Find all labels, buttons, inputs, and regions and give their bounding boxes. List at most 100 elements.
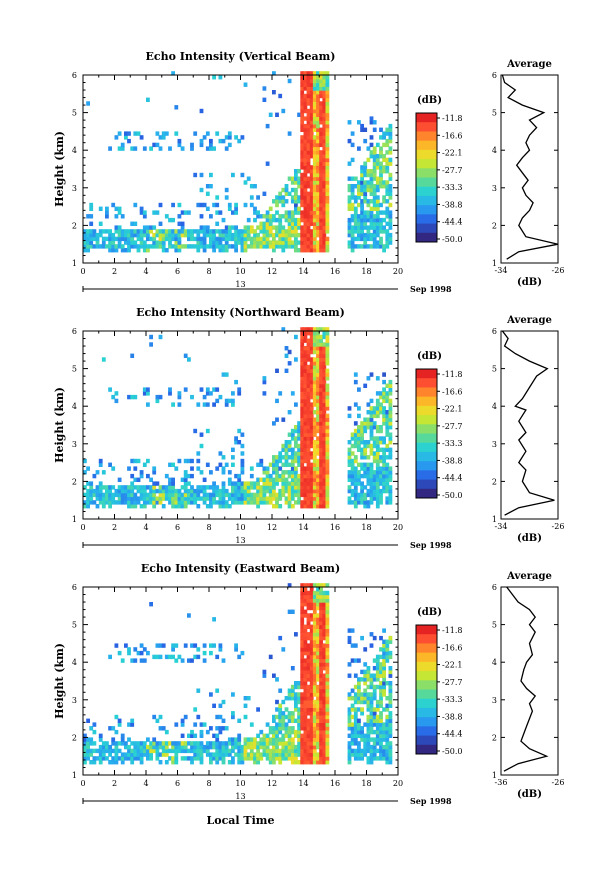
heatmap-cell [133,504,138,509]
heatmap-cell [363,485,368,490]
heatmap-cell [325,135,330,140]
heatmap-cell [306,458,311,464]
heatmap-cell [316,496,320,501]
heatmap-cell [369,692,374,697]
heatmap-cell [306,120,311,125]
heatmap-cell [297,425,301,430]
heatmap-cell [297,496,301,501]
heatmap-cell [205,428,210,434]
heatmap-cell [281,327,286,332]
heatmap-cell [353,748,358,754]
heatmap-cell [319,737,323,742]
heatmap-cell [287,229,292,234]
heatmap-cell [322,726,327,731]
heatmap-cell [357,462,361,467]
heatmap-cell [268,244,273,249]
heatmap-cell [369,236,374,242]
heatmap-cell [312,169,317,174]
heatmap-cell [312,187,317,193]
heatmap-cell [98,458,103,464]
heatmap-cell [275,112,279,117]
heatmap-cell [303,154,308,159]
heatmap-cell [325,338,330,343]
heatmap-cell [369,187,374,193]
heatmap-cell [256,236,260,242]
heatmap-cell [347,470,352,475]
colorbar-label: -22.1 [442,661,463,670]
heatmap-cell [382,466,386,471]
heatmap-cell [382,165,386,170]
average-y-tick-label: 5 [492,109,497,118]
heatmap-cell [385,191,390,196]
average-title: Average [506,315,552,326]
heatmap-cell [262,240,267,245]
heatmap-cell [369,172,374,178]
heatmap-cell [183,477,188,482]
date-day-label: 13 [235,792,245,801]
heatmap-cell [379,492,383,498]
heatmap-cell [325,131,330,136]
heatmap-cell [281,473,286,479]
heatmap-cell [180,744,185,750]
heatmap-cell [306,225,311,230]
heatmap-cell [290,214,295,219]
heatmap-cell [281,492,286,498]
heatmap-cell [353,206,358,211]
heatmap-cell [142,214,147,219]
heatmap-cell [275,199,279,204]
heatmap-cell [319,714,323,720]
heatmap-cell [114,729,119,735]
heatmap-cell [309,617,314,622]
heatmap-cell [108,504,112,509]
heatmap-cell [246,696,251,701]
heatmap-cell [385,142,390,148]
heatmap-cell [161,488,166,494]
heatmap-cell [177,240,182,245]
heatmap-cell [300,613,305,618]
heatmap-cell [312,443,317,449]
heatmap-cell [319,666,323,671]
heatmap-cell [375,726,380,731]
heatmap-cell [375,455,380,460]
heatmap-cell [316,150,320,155]
heatmap-cell [353,372,358,377]
heatmap-cell [98,488,103,494]
heatmap-cell [130,485,135,490]
heatmap-cell [309,681,314,686]
heatmap-cell [108,500,112,505]
heatmap-cell [146,650,150,656]
heatmap-cell [284,748,289,754]
heatmap-cell [372,729,377,735]
heatmap-cell [240,760,245,765]
colorbar-label: -50.0 [442,491,463,500]
heatmap-cell [357,184,361,189]
heatmap-cell [268,485,273,490]
heatmap-cell [300,394,305,400]
heatmap-cell [375,658,380,663]
heatmap-cell [117,748,122,754]
heatmap-cell [284,741,289,746]
heatmap-cell [388,432,393,437]
heatmap-cell [212,232,216,238]
heatmap-cell [300,684,305,690]
heatmap-cell [350,748,355,754]
heatmap-cells [83,327,393,509]
heatmap-cell [253,481,257,486]
heatmap-cell [171,760,175,765]
heatmap-cell [199,225,204,230]
heatmap-cell [294,240,298,245]
heatmap-cell [146,744,150,750]
heatmap-cell [303,413,308,419]
heatmap-cell [262,481,267,486]
heatmap-cell [303,748,308,754]
heatmap-cell [375,184,380,189]
heatmap-cell [168,741,172,746]
heatmap-cell [171,492,175,498]
heatmap-cell [294,733,298,738]
y-axis-label: Height (km) [53,131,66,207]
heatmap-cell [212,733,216,738]
heatmap-cell [275,722,279,727]
heatmap-cell [366,692,371,697]
heatmap-cell [284,696,289,701]
heatmap-cell [105,500,109,505]
